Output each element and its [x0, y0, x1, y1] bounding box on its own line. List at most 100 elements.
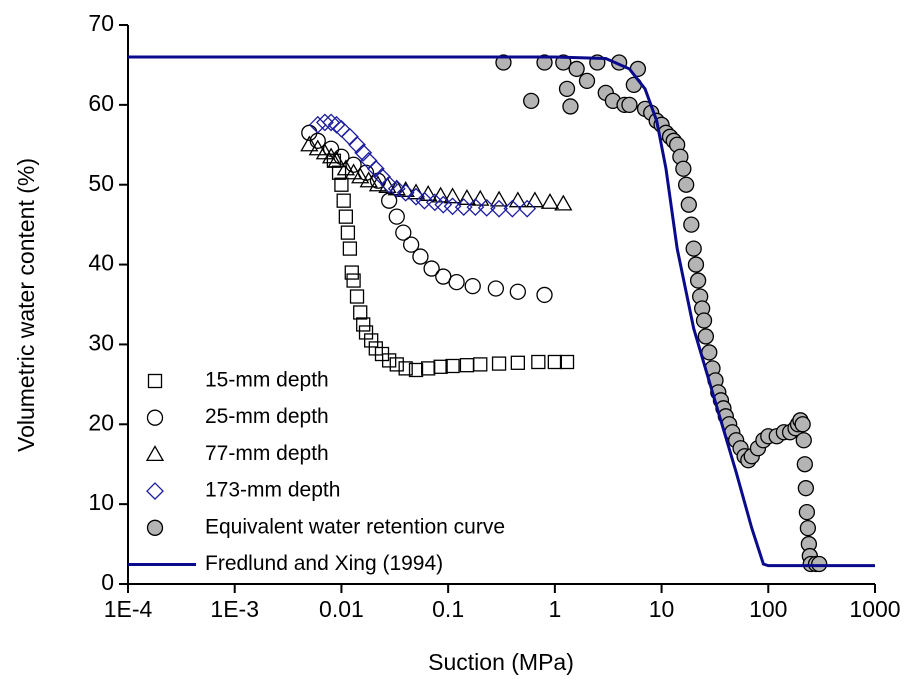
data-point	[466, 198, 485, 216]
data-point	[366, 159, 385, 178]
data-point	[568, 60, 585, 78]
data-point	[794, 416, 811, 433]
data-point	[345, 156, 362, 173]
legend-marker	[146, 482, 164, 501]
data-point	[322, 113, 341, 132]
data-point	[388, 208, 405, 225]
data-point	[487, 280, 505, 297]
data-point	[315, 113, 334, 132]
data-point	[412, 248, 429, 265]
data-point	[342, 241, 358, 256]
legend-label: Equivalent water retention curve	[205, 515, 505, 538]
data-point	[687, 256, 705, 273]
data-point	[346, 273, 361, 288]
data-point	[364, 333, 379, 348]
data-point	[701, 344, 718, 361]
data-point	[558, 80, 576, 98]
data-point	[448, 273, 465, 291]
data-point	[336, 159, 355, 176]
y-tick-label: 0	[101, 569, 114, 595]
data-point	[443, 197, 462, 216]
data-point	[356, 317, 371, 332]
data-point	[327, 151, 346, 168]
y-tick-label: 30	[88, 330, 114, 356]
data-point	[798, 503, 816, 521]
data-point	[799, 519, 817, 537]
data-point	[344, 265, 359, 280]
data-point	[518, 199, 537, 218]
data-point	[811, 555, 828, 573]
data-point	[407, 187, 425, 206]
data-point	[477, 198, 496, 217]
data-point	[336, 193, 351, 208]
data-point	[380, 192, 398, 209]
legend-marker	[147, 373, 163, 389]
data-point	[795, 432, 812, 449]
data-point	[395, 224, 412, 241]
x-tick-label: 1000	[849, 596, 900, 622]
x-tick-label: 0.1	[432, 596, 464, 622]
y-tick-label: 50	[88, 170, 114, 196]
data-point	[351, 167, 370, 184]
data-point	[354, 143, 373, 162]
data-point	[683, 216, 700, 233]
legend-label: 77-mm depth	[205, 442, 329, 465]
legend-label: 15-mm depth	[205, 369, 329, 392]
data-point	[402, 236, 420, 253]
data-point	[443, 187, 462, 204]
data-point	[433, 359, 448, 374]
data-point	[578, 72, 596, 90]
data-point	[408, 362, 424, 378]
data-point	[554, 194, 573, 211]
data-point	[396, 183, 415, 202]
data-point	[423, 260, 440, 277]
data-point	[344, 163, 363, 180]
data-point	[697, 328, 715, 345]
data-point	[381, 353, 397, 368]
legend-label: Fredlund and Xing (1994)	[205, 552, 443, 575]
data-point	[559, 354, 575, 370]
x-tick-label: 0.01	[319, 596, 364, 622]
x-tick-label: 10	[649, 596, 675, 622]
data-point	[358, 325, 374, 340]
data-point	[389, 357, 404, 372]
y-axis-title: Volumetric water content (%)	[13, 158, 39, 452]
data-point	[509, 283, 526, 300]
data-point	[334, 177, 349, 192]
data-point	[495, 54, 512, 71]
data-point	[675, 160, 692, 177]
data-point	[547, 354, 563, 370]
data-point	[459, 358, 475, 373]
x-tick-label: 1E-3	[210, 596, 259, 622]
y-tick-label: 60	[88, 90, 114, 116]
data-point	[359, 171, 378, 188]
data-point	[380, 175, 399, 194]
data-point	[445, 358, 460, 374]
data-point	[457, 188, 477, 205]
data-point	[695, 312, 713, 329]
data-point	[473, 357, 488, 372]
data-point	[340, 225, 356, 240]
data-point	[398, 361, 413, 376]
data-point	[531, 354, 546, 370]
fit-line	[128, 55, 875, 568]
data-point	[489, 190, 509, 207]
data-point	[523, 92, 540, 110]
data-point	[454, 198, 473, 216]
data-point	[308, 139, 327, 156]
data-point	[490, 199, 508, 218]
data-point	[680, 196, 697, 213]
y-tick-label: 10	[88, 489, 114, 515]
data-point	[415, 191, 434, 210]
data-point	[678, 176, 695, 193]
x-tick-label: 100	[749, 596, 787, 622]
data-point	[797, 480, 815, 497]
data-point	[689, 272, 707, 289]
data-point	[536, 54, 553, 71]
data-point	[308, 115, 327, 134]
data-point	[536, 286, 553, 304]
x-axis-title: Suction (MPa)	[428, 649, 574, 675]
data-point	[685, 240, 702, 257]
